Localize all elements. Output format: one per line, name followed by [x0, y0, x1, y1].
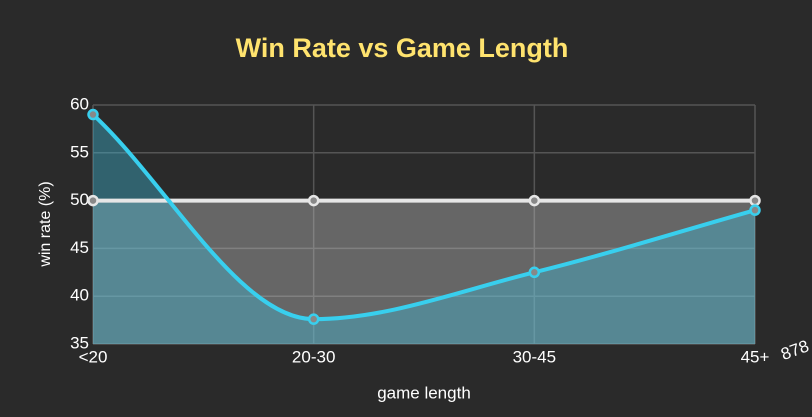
point — [307, 313, 320, 325]
point — [528, 194, 541, 207]
point — [749, 194, 761, 207]
point — [307, 194, 320, 207]
y-axis-label: win rate (%) — [37, 181, 54, 267]
y-tick-label: 55 — [70, 142, 89, 161]
area — [93, 200, 755, 344]
y-tick-label: 35 — [70, 333, 89, 352]
point — [87, 108, 99, 121]
y-tick-label: 50 — [70, 190, 89, 209]
point — [528, 266, 541, 279]
y-tick-label: 60 — [70, 94, 89, 113]
chart-title: Win Rate vs Game Length — [236, 33, 569, 63]
x-tick-label: <20 — [79, 347, 108, 366]
area — [93, 114, 755, 344]
y-tick-label: 45 — [70, 238, 89, 257]
point — [749, 204, 761, 216]
x-tick-label: 30-45 — [513, 347, 556, 366]
point — [87, 194, 99, 207]
line — [91, 113, 756, 322]
x-tick-label: 20-30 — [292, 347, 335, 366]
x-axis-label: game length — [377, 383, 471, 402]
y-tick-label: 40 — [70, 286, 89, 305]
x-tick-label: 45+ — [741, 347, 770, 366]
